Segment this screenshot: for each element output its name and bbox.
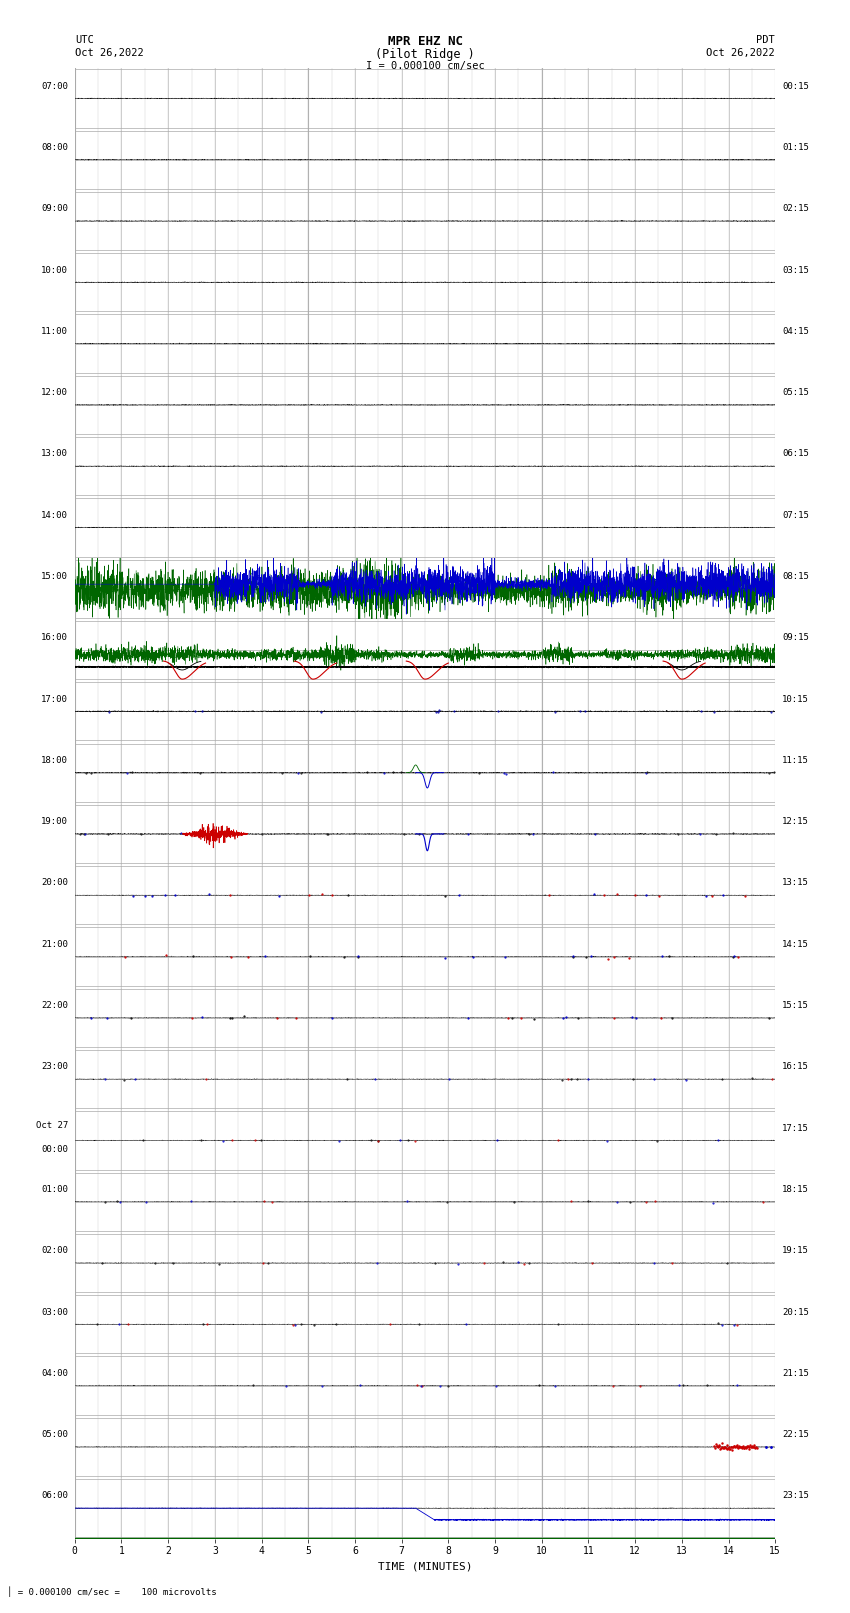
- Text: 21:00: 21:00: [41, 940, 68, 948]
- Text: 11:15: 11:15: [782, 756, 809, 765]
- Text: 10:15: 10:15: [782, 695, 809, 703]
- Text: 16:00: 16:00: [41, 634, 68, 642]
- Text: 17:00: 17:00: [41, 695, 68, 703]
- Text: 23:00: 23:00: [41, 1063, 68, 1071]
- Text: 08:00: 08:00: [41, 144, 68, 152]
- Text: 20:15: 20:15: [782, 1308, 809, 1316]
- Text: 04:15: 04:15: [782, 327, 809, 336]
- Text: I = 0.000100 cm/sec: I = 0.000100 cm/sec: [366, 61, 484, 71]
- Text: 21:15: 21:15: [782, 1369, 809, 1378]
- Text: 07:15: 07:15: [782, 511, 809, 519]
- Text: 14:00: 14:00: [41, 511, 68, 519]
- Text: 02:15: 02:15: [782, 205, 809, 213]
- Text: 09:15: 09:15: [782, 634, 809, 642]
- Text: 09:00: 09:00: [41, 205, 68, 213]
- Text: 13:15: 13:15: [782, 879, 809, 887]
- Text: 03:15: 03:15: [782, 266, 809, 274]
- Text: 10:00: 10:00: [41, 266, 68, 274]
- Text: (Pilot Ridge ): (Pilot Ridge ): [375, 48, 475, 61]
- X-axis label: TIME (MINUTES): TIME (MINUTES): [377, 1561, 473, 1571]
- Text: Oct 26,2022: Oct 26,2022: [75, 48, 144, 58]
- Text: 16:15: 16:15: [782, 1063, 809, 1071]
- Text: 07:00: 07:00: [41, 82, 68, 90]
- Text: 00:00: 00:00: [41, 1145, 68, 1153]
- Text: 22:15: 22:15: [782, 1431, 809, 1439]
- Text: 13:00: 13:00: [41, 450, 68, 458]
- Text: 18:00: 18:00: [41, 756, 68, 765]
- Text: 00:15: 00:15: [782, 82, 809, 90]
- Text: 22:00: 22:00: [41, 1002, 68, 1010]
- Text: 17:15: 17:15: [782, 1124, 809, 1132]
- Text: 15:00: 15:00: [41, 573, 68, 581]
- Text: 19:00: 19:00: [41, 818, 68, 826]
- Text: 19:15: 19:15: [782, 1247, 809, 1255]
- Text: 14:15: 14:15: [782, 940, 809, 948]
- Text: 23:15: 23:15: [782, 1492, 809, 1500]
- Text: PDT: PDT: [756, 35, 775, 45]
- Text: 01:15: 01:15: [782, 144, 809, 152]
- Text: 03:00: 03:00: [41, 1308, 68, 1316]
- Text: 15:15: 15:15: [782, 1002, 809, 1010]
- Text: 06:15: 06:15: [782, 450, 809, 458]
- Text: 04:00: 04:00: [41, 1369, 68, 1378]
- Text: │ = 0.000100 cm/sec =    100 microvolts: │ = 0.000100 cm/sec = 100 microvolts: [7, 1586, 217, 1597]
- Text: 05:00: 05:00: [41, 1431, 68, 1439]
- Text: 08:15: 08:15: [782, 573, 809, 581]
- Text: 06:00: 06:00: [41, 1492, 68, 1500]
- Text: 02:00: 02:00: [41, 1247, 68, 1255]
- Text: Oct 27: Oct 27: [36, 1121, 68, 1129]
- Text: 20:00: 20:00: [41, 879, 68, 887]
- Text: 01:00: 01:00: [41, 1186, 68, 1194]
- Text: Oct 26,2022: Oct 26,2022: [706, 48, 775, 58]
- Text: 12:15: 12:15: [782, 818, 809, 826]
- Text: 05:15: 05:15: [782, 389, 809, 397]
- Text: 12:00: 12:00: [41, 389, 68, 397]
- Text: 18:15: 18:15: [782, 1186, 809, 1194]
- Text: UTC: UTC: [75, 35, 94, 45]
- Text: 11:00: 11:00: [41, 327, 68, 336]
- Text: MPR EHZ NC: MPR EHZ NC: [388, 35, 462, 48]
